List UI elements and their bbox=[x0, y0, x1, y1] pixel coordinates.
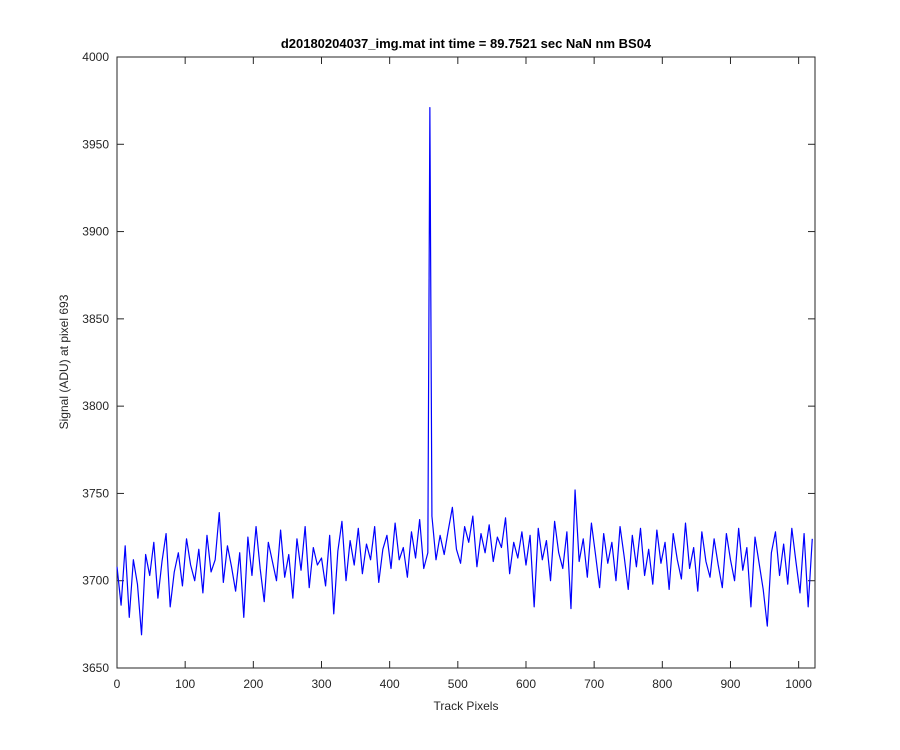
x-tick-label: 800 bbox=[652, 677, 672, 691]
x-tick-label: 300 bbox=[311, 677, 331, 691]
x-tick-label: 900 bbox=[720, 677, 740, 691]
x-tick-label: 0 bbox=[114, 677, 121, 691]
y-tick-label: 3750 bbox=[82, 486, 109, 500]
y-tick-label: 3700 bbox=[82, 574, 109, 588]
x-tick-label: 100 bbox=[175, 677, 195, 691]
plot-frame bbox=[116, 56, 816, 669]
y-tick-label: 3850 bbox=[82, 312, 109, 326]
x-tick-label: 1000 bbox=[785, 677, 812, 691]
x-tick-label: 500 bbox=[448, 677, 468, 691]
data-line bbox=[116, 107, 813, 636]
y-tick-label: 3800 bbox=[82, 399, 109, 413]
y-tick-label: 3950 bbox=[82, 137, 109, 151]
y-tick-label: 3900 bbox=[82, 225, 109, 239]
x-tick-label: 400 bbox=[380, 677, 400, 691]
x-axis-label: Track Pixels bbox=[434, 699, 499, 713]
chart-title: d20180204037_img.mat int time = 89.7521 … bbox=[281, 36, 652, 51]
y-tick-label: 3650 bbox=[82, 661, 109, 675]
x-tick-label: 200 bbox=[243, 677, 263, 691]
x-tick-label: 600 bbox=[516, 677, 536, 691]
x-tick-label: 700 bbox=[584, 677, 604, 691]
y-tick-label: 4000 bbox=[82, 50, 109, 64]
y-axis-label: Signal (ADU) at pixel 693 bbox=[57, 294, 71, 429]
